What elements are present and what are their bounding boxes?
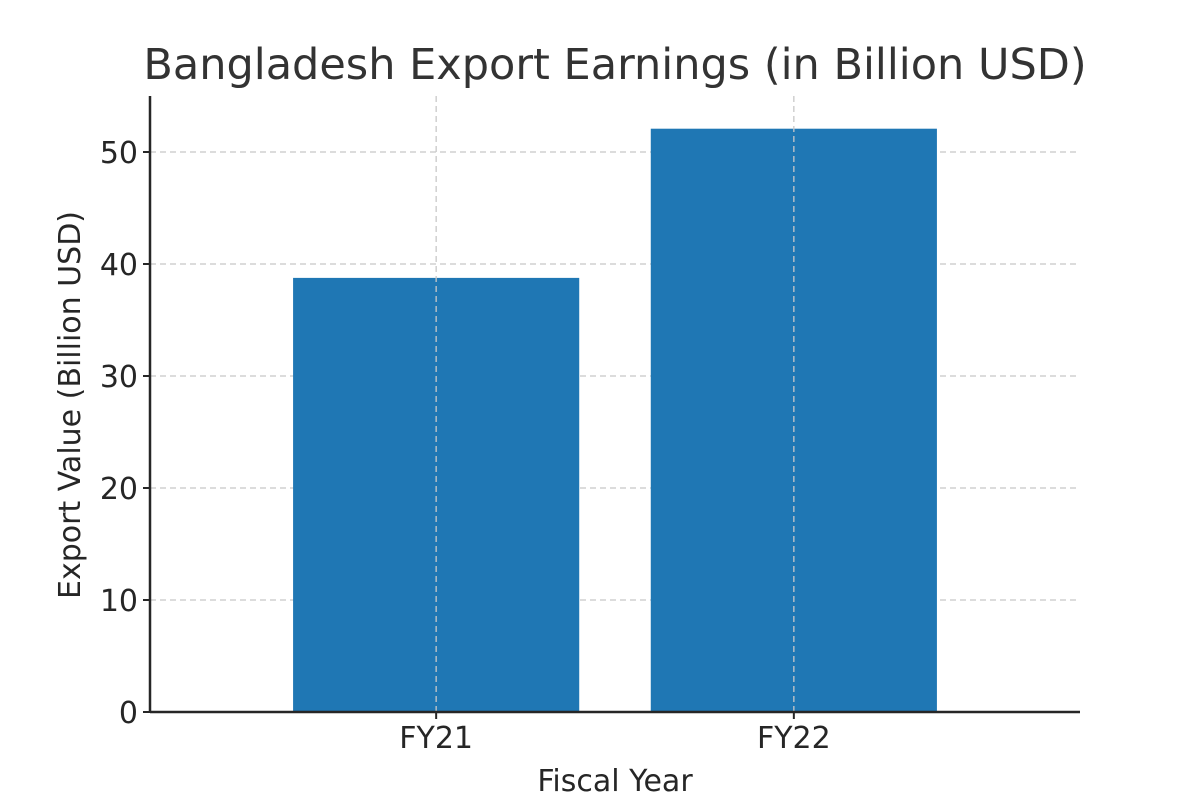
vertical-gridlines <box>435 96 795 712</box>
y-axis-ticks: 0 10 20 30 40 50 <box>100 136 150 731</box>
y-tick-label: 30 <box>100 360 138 395</box>
bars <box>293 128 937 713</box>
y-tick-label: 10 <box>100 584 138 619</box>
x-axis-ticks: FY21 FY22 <box>399 712 831 756</box>
x-axis-label: Fiscal Year <box>537 764 693 799</box>
y-axis-label: Export Value (Billion USD) <box>53 211 88 599</box>
x-tick-label: FY21 <box>399 721 473 756</box>
y-tick-label: 40 <box>100 248 138 283</box>
gridlines <box>150 151 1080 601</box>
y-tick-label: 50 <box>100 136 138 171</box>
x-tick-label: FY22 <box>757 721 831 756</box>
y-tick-label: 20 <box>100 472 138 507</box>
y-tick-label: 0 <box>119 696 138 731</box>
chart-title: Bangladesh Export Earnings (in Billion U… <box>143 40 1086 90</box>
